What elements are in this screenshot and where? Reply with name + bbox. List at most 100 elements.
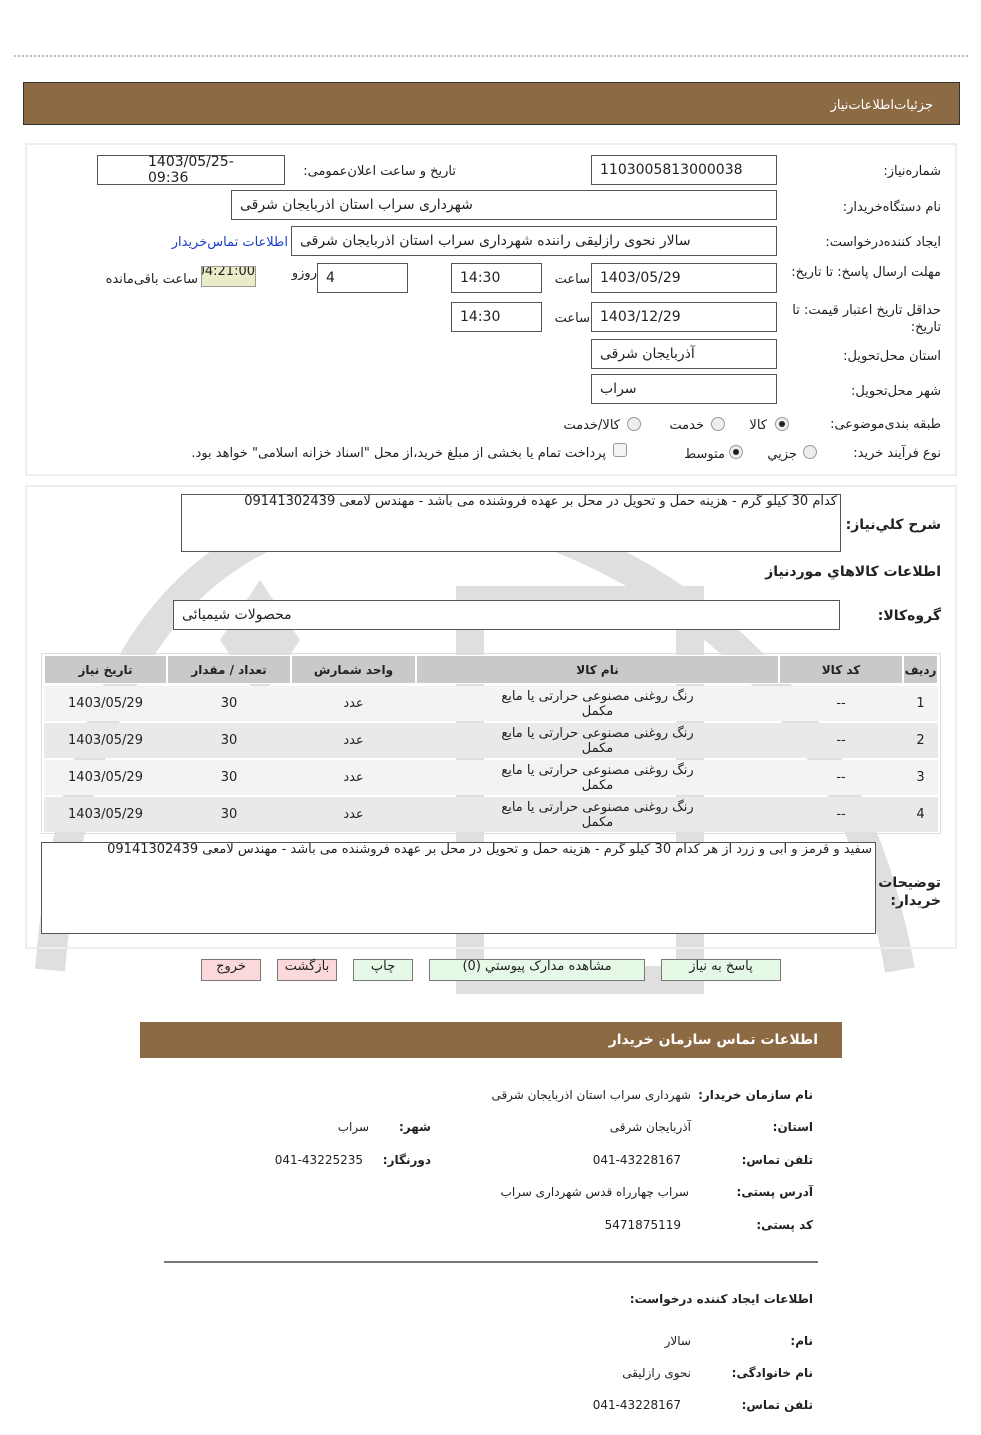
- category-option-goods: کالا: [749, 418, 767, 433]
- deadline-time-label: ساعت: [554, 272, 590, 287]
- creator-family-value: نحوی رازلیقی: [622, 1366, 691, 1380]
- phone-label: تلفن تماس:: [741, 1153, 813, 1167]
- treasury-note: پرداخت تمام یا بخشی از مبلغ خرید،از محل …: [191, 446, 606, 461]
- creator-phone-value: 041-43228167: [592, 1398, 681, 1412]
- creator-label: ایجاد کننده‌درخواست:: [825, 235, 941, 250]
- table-row: [44, 760, 938, 795]
- process-label: نوع فرآیند خرید:: [853, 446, 941, 461]
- dotted-divider: [14, 55, 968, 57]
- cell-code: --: [836, 696, 846, 711]
- cell-idx: 1: [916, 696, 925, 711]
- validity-time-label: ساعت: [554, 311, 590, 326]
- province-label: استان:: [772, 1120, 813, 1134]
- city-field: سراب: [591, 374, 777, 404]
- org-value: شهرداری سراب استان اذربایجان شرقی: [491, 1088, 691, 1102]
- cell-unit: عدد: [343, 770, 364, 785]
- process-radio-medium[interactable]: [729, 445, 743, 459]
- announce-label: تاریخ و ساعت اعلان‌عمومی:: [303, 164, 456, 179]
- cell-date: 1403/05/29: [68, 807, 143, 822]
- city-label: شهر محل‌تحویل:: [851, 384, 941, 399]
- buyer-notes-field: سفید و قرمز و ابی و زرد از هر کدام 30 کی…: [41, 842, 876, 934]
- reply-button[interactable]: پاسخ به نیاز: [661, 959, 781, 981]
- creator-phone-label: تلفن تماس:: [741, 1398, 813, 1412]
- creator-name-label: نام:: [790, 1334, 813, 1348]
- cell-qty: 30: [220, 807, 238, 822]
- buyer-org-label: نام دستگاه‌خریدار:: [842, 200, 941, 215]
- page-header: جزئیات‌اطلاعات‌نیاز: [23, 82, 960, 125]
- contact-header: اطلاعات تماس سازمان خریدار: [140, 1022, 842, 1058]
- goods-group-field: محصولات شیمیائی: [173, 600, 840, 630]
- postal-value: 5471875119: [604, 1218, 681, 1232]
- attachments-button[interactable]: مشاهده مدارک پیوستي (0): [429, 959, 645, 981]
- table-row: [44, 686, 938, 721]
- category-radio-service[interactable]: [711, 417, 725, 431]
- province-value: آذربایجان شرقی: [609, 1120, 691, 1134]
- creator-family-label: نام خانوادگی:: [731, 1366, 813, 1380]
- back-button[interactable]: بازگشت: [277, 959, 337, 981]
- cell-idx: 2: [916, 733, 925, 748]
- cell-qty: 30: [220, 770, 238, 785]
- cell-date: 1403/05/29: [68, 770, 143, 785]
- creator-field: سالار نحوی رازلیقی راننده شهرداری سراب ا…: [291, 226, 777, 256]
- goods-group-label: گروه‌کالا:: [877, 608, 941, 624]
- category-label: طبقه بندی‌موضوعی:: [830, 417, 941, 432]
- cell-name: رنگ روغنی مصنوعی حرارتی یا مایع مکمل: [501, 688, 694, 719]
- deadline-time-field: 14:30: [451, 263, 542, 293]
- col-header-unit: واحد شمارش: [291, 655, 416, 684]
- cell-qty: 30: [220, 696, 238, 711]
- buyer-notes-label: توضیحات خریدار:: [878, 875, 941, 909]
- fax-value: 041-43225235: [274, 1153, 363, 1167]
- table-row: [44, 797, 938, 832]
- remaining-label: ساعت باقی‌مانده: [105, 272, 198, 287]
- exit-button[interactable]: خروج: [201, 959, 261, 981]
- summary-field: کدام 30 کیلو گرم - هزینه حمل و تحویل در …: [181, 494, 841, 552]
- col-header-date: تاریخ نیاز: [44, 655, 167, 684]
- announce-field: 1403/05/25- 09:36: [97, 154, 285, 186]
- cell-code: --: [836, 733, 846, 748]
- validity-time-field: 14:30: [451, 302, 542, 332]
- need-number-field: 1103005813000038: [591, 155, 777, 185]
- process-option-minor: جزيي: [767, 447, 797, 462]
- creator-info-title: اطلاعات ایجاد کننده درخواست:: [629, 1292, 813, 1306]
- cell-name: رنگ روغنی مصنوعی حرارتی یا مایع مکمل: [501, 799, 694, 830]
- cell-idx: 4: [916, 807, 925, 822]
- col-header-code: کد کالا: [779, 655, 903, 684]
- phone-value: 041-43228167: [592, 1153, 681, 1167]
- process-radio-minor[interactable]: [803, 445, 817, 459]
- category-radio-goods[interactable]: [775, 417, 789, 431]
- creator-name-value: سالار: [664, 1334, 691, 1348]
- cell-code: --: [836, 807, 846, 822]
- cell-qty: 30: [220, 733, 238, 748]
- col-header-name: نام کالا: [416, 655, 779, 684]
- page-title: جزئیات‌اطلاعات‌نیاز: [830, 98, 933, 113]
- contact-divider: [164, 1261, 818, 1263]
- fax-label: دورنگار:: [382, 1153, 431, 1167]
- cell-date: 1403/05/29: [68, 733, 143, 748]
- summary-label: شرح کلي‌نیاز:: [845, 517, 941, 533]
- city-value: سراب: [337, 1120, 369, 1134]
- need-items-panel: [25, 485, 957, 949]
- table-row: [44, 723, 938, 758]
- buyer-contact-link[interactable]: اطلاعات تماس‌خریدار: [171, 235, 288, 250]
- goods-section-title: اطلاعات کالاهاي موردنیاز: [765, 564, 941, 580]
- remaining-time-counter: 04:21:00: [201, 266, 256, 287]
- need-number-label: شماره‌نیاز:: [883, 164, 941, 179]
- col-header-row: ردیف: [903, 655, 938, 684]
- category-option-service: خدمت: [669, 418, 704, 433]
- postal-label: کد پستی:: [756, 1218, 813, 1232]
- validity-date-field: 1403/12/29: [591, 302, 777, 332]
- goods-table: [41, 653, 941, 834]
- address-value: سراب چهارراه قدس شهرداری سراب: [500, 1185, 689, 1199]
- need-details-panel: [25, 143, 957, 476]
- col-header-qty: تعداد / مقدار: [167, 655, 291, 684]
- cell-date: 1403/05/29: [68, 696, 143, 711]
- cell-idx: 3: [916, 770, 925, 785]
- category-radio-goods-service[interactable]: [627, 417, 641, 431]
- org-label: نام سازمان خریدار:: [698, 1088, 813, 1102]
- cell-name: رنگ روغنی مصنوعی حرارتی یا مایع مکمل: [501, 762, 694, 793]
- cell-unit: عدد: [343, 733, 364, 748]
- print-button[interactable]: چاپ: [353, 959, 413, 981]
- treasury-checkbox[interactable]: [613, 443, 627, 457]
- category-option-goods-service: کالا/خدمت: [563, 418, 620, 433]
- address-label: آدرس پستی:: [736, 1185, 813, 1199]
